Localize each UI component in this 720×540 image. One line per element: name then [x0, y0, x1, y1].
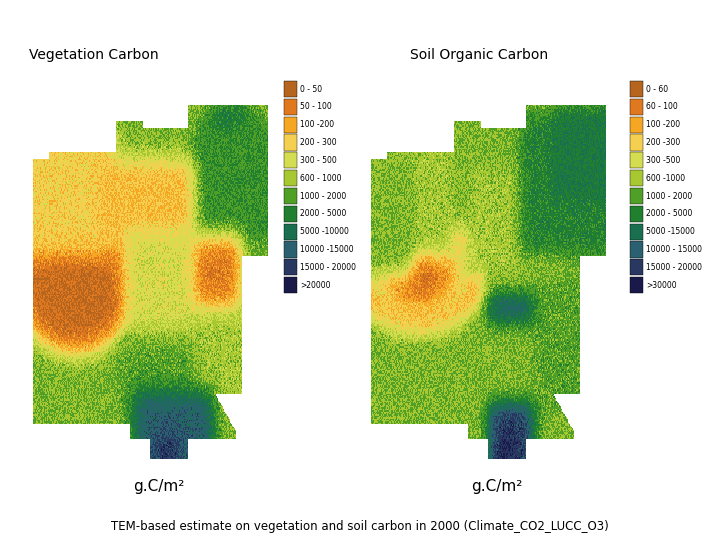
Text: 5000 -15000: 5000 -15000: [646, 227, 695, 236]
Text: >20000: >20000: [300, 281, 330, 289]
Text: 200 -300: 200 -300: [646, 138, 680, 147]
Text: Soil Organic Carbon: Soil Organic Carbon: [410, 49, 549, 63]
Text: Vegetation Carbon: Vegetation Carbon: [29, 49, 158, 63]
Text: 300 - 500: 300 - 500: [300, 156, 337, 165]
Text: 60 - 100: 60 - 100: [646, 103, 678, 111]
Text: 10000 - 15000: 10000 - 15000: [646, 245, 702, 254]
Text: 200 - 300: 200 - 300: [300, 138, 337, 147]
Text: 5000 -10000: 5000 -10000: [300, 227, 349, 236]
Text: 100 -200: 100 -200: [646, 120, 680, 129]
Text: 1000 - 2000: 1000 - 2000: [646, 192, 692, 200]
Text: 2000 - 5000: 2000 - 5000: [646, 210, 692, 218]
Text: 15000 - 20000: 15000 - 20000: [646, 263, 702, 272]
Text: 600 -1000: 600 -1000: [646, 174, 685, 183]
Text: g.C/m²: g.C/m²: [471, 480, 523, 495]
Text: 10000 -15000: 10000 -15000: [300, 245, 354, 254]
Text: 50 - 100: 50 - 100: [300, 103, 332, 111]
Text: 100 -200: 100 -200: [300, 120, 334, 129]
Text: 600 - 1000: 600 - 1000: [300, 174, 342, 183]
Text: 2000 - 5000: 2000 - 5000: [300, 210, 346, 218]
Text: 15000 - 20000: 15000 - 20000: [300, 263, 356, 272]
Text: 0 - 50: 0 - 50: [300, 85, 323, 93]
Text: >30000: >30000: [646, 281, 677, 289]
Text: 1000 - 2000: 1000 - 2000: [300, 192, 346, 200]
Text: g.C/m²: g.C/m²: [132, 480, 184, 495]
Text: TEM-based estimate on vegetation and soil carbon in 2000 (Climate_CO2_LUCC_O3): TEM-based estimate on vegetation and soi…: [111, 520, 609, 533]
Text: 300 -500: 300 -500: [646, 156, 680, 165]
Text: 0 - 60: 0 - 60: [646, 85, 668, 93]
